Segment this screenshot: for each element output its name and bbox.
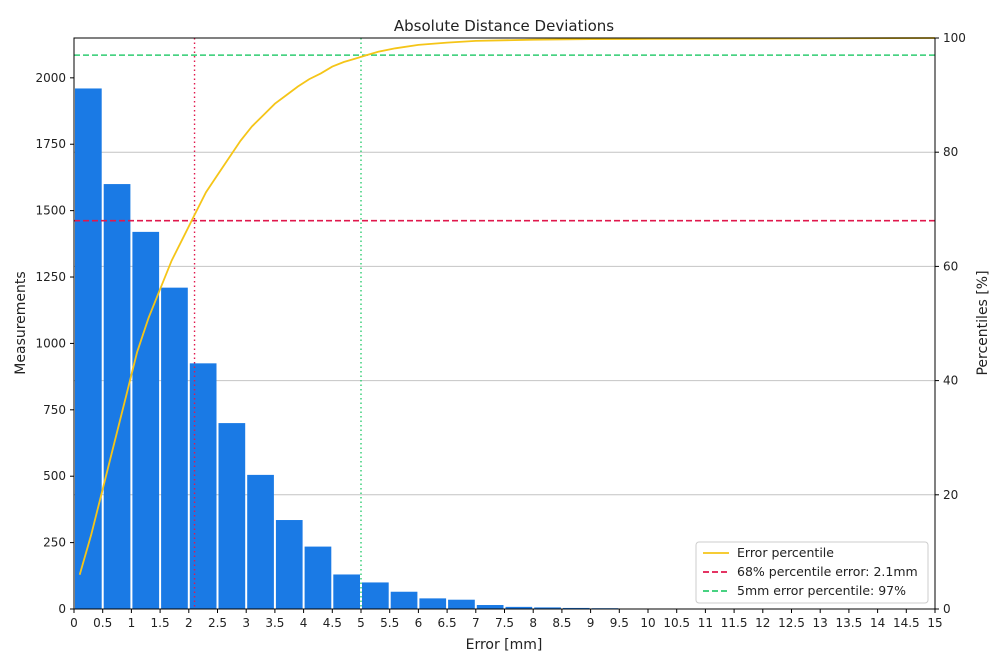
y-tick-label: 1250 bbox=[35, 270, 66, 284]
x-tick-label: 7 bbox=[472, 616, 480, 630]
x-tick-label: 9 bbox=[587, 616, 595, 630]
histogram-bar bbox=[362, 582, 389, 609]
x-tick-label: 13.5 bbox=[836, 616, 863, 630]
y-axis-label: Measurements bbox=[13, 271, 29, 374]
y2-tick-label: 60 bbox=[943, 259, 958, 273]
x-axis-label: Error [mm] bbox=[466, 637, 543, 653]
histogram-bar bbox=[476, 605, 504, 609]
y-tick-label: 1000 bbox=[35, 336, 66, 350]
y2-tick-label: 40 bbox=[943, 374, 958, 388]
y2-tick-label: 20 bbox=[943, 488, 958, 502]
percentile-layer bbox=[78, 37, 936, 575]
histogram-bar bbox=[448, 599, 475, 609]
y-tick-label: 0 bbox=[58, 602, 66, 616]
x-tick-label: 8 bbox=[529, 616, 537, 630]
legend: Error percentile 68% percentile error: 2… bbox=[695, 541, 929, 604]
histogram-bar bbox=[218, 423, 246, 609]
y2-tick-label: 80 bbox=[943, 145, 958, 159]
histogram-bar bbox=[161, 287, 188, 609]
histogram-bar bbox=[304, 546, 332, 609]
reference-lines-layer bbox=[74, 38, 935, 609]
histogram-bar bbox=[390, 591, 418, 609]
x-tick-label: 9.5 bbox=[610, 616, 629, 630]
x-tick-label: 8.5 bbox=[552, 616, 571, 630]
histogram-bar bbox=[419, 598, 447, 609]
histogram-bar bbox=[505, 606, 533, 609]
x-tick-label: 6.5 bbox=[438, 616, 457, 630]
x-tick-label: 15 bbox=[927, 616, 942, 630]
x-tick-label: 11 bbox=[698, 616, 713, 630]
x-tick-label: 4 bbox=[300, 616, 308, 630]
x-tick-label: 3 bbox=[242, 616, 250, 630]
y2-tick-label: 100 bbox=[943, 31, 966, 45]
histogram-bar bbox=[189, 363, 217, 609]
legend-label-percentile: Error percentile bbox=[737, 545, 834, 560]
chart-title: Absolute Distance Deviations bbox=[394, 17, 614, 35]
y-tick-label: 250 bbox=[43, 536, 66, 550]
histogram-bar bbox=[275, 520, 303, 609]
legend-label-5mm: 5mm error percentile: 97% bbox=[737, 583, 906, 598]
y2-ticks-layer: 0 20 40 60 80 100 bbox=[935, 31, 966, 616]
histogram-bar bbox=[534, 607, 561, 609]
bars-layer bbox=[75, 88, 619, 610]
x-tick-label: 10 bbox=[640, 616, 655, 630]
y-tick-label: 500 bbox=[43, 469, 66, 483]
y-ticks-layer: 0 250 500 750 1000 1250 1500 1750 2000 bbox=[35, 71, 74, 616]
x-tick-label: 12.5 bbox=[778, 616, 805, 630]
x-tick-label: 0.5 bbox=[93, 616, 112, 630]
x-tick-label: 14 bbox=[870, 616, 885, 630]
x-tick-label: 1.5 bbox=[151, 616, 170, 630]
y-tick-label: 750 bbox=[43, 403, 66, 417]
x-tick-label: 3.5 bbox=[265, 616, 284, 630]
x-ticks-layer: 0 0.5 1 1.5 2 2.5 3 3.5 4 4.5 5 5.5 6 6.5 7 7.5 8 8.5 9 9.5… bbox=[70, 609, 943, 630]
histogram-bar bbox=[247, 474, 274, 609]
x-tick-label: 2.5 bbox=[208, 616, 227, 630]
histogram-bar bbox=[562, 607, 590, 609]
x-tick-label: 1 bbox=[128, 616, 136, 630]
x-tick-label: 12 bbox=[755, 616, 770, 630]
y-tick-label: 2000 bbox=[35, 71, 66, 85]
y-tick-label: 1750 bbox=[35, 137, 66, 151]
legend-label-68: 68% percentile error: 2.1mm bbox=[737, 564, 918, 579]
legend-box bbox=[695, 541, 929, 604]
x-tick-label: 4.5 bbox=[323, 616, 342, 630]
x-tick-label: 13 bbox=[813, 616, 828, 630]
x-tick-label: 6 bbox=[415, 616, 423, 630]
x-tick-label: 11.5 bbox=[721, 616, 748, 630]
x-tick-label: 7.5 bbox=[495, 616, 514, 630]
x-tick-label: 2 bbox=[185, 616, 193, 630]
x-tick-label: 0 bbox=[70, 616, 78, 630]
x-tick-label: 10.5 bbox=[663, 616, 690, 630]
x-tick-label: 14.5 bbox=[893, 616, 920, 630]
y-tick-label: 1500 bbox=[35, 204, 66, 218]
y2-tick-label: 0 bbox=[943, 602, 951, 616]
x-tick-label: 5.5 bbox=[380, 616, 399, 630]
x-tick-label: 5 bbox=[357, 616, 365, 630]
percentile-line bbox=[78, 37, 936, 575]
histogram-bar bbox=[132, 231, 160, 609]
histogram-bar bbox=[333, 574, 360, 609]
histogram-bar bbox=[75, 88, 102, 610]
y2-axis-label: Percentiles [%] bbox=[975, 270, 991, 375]
